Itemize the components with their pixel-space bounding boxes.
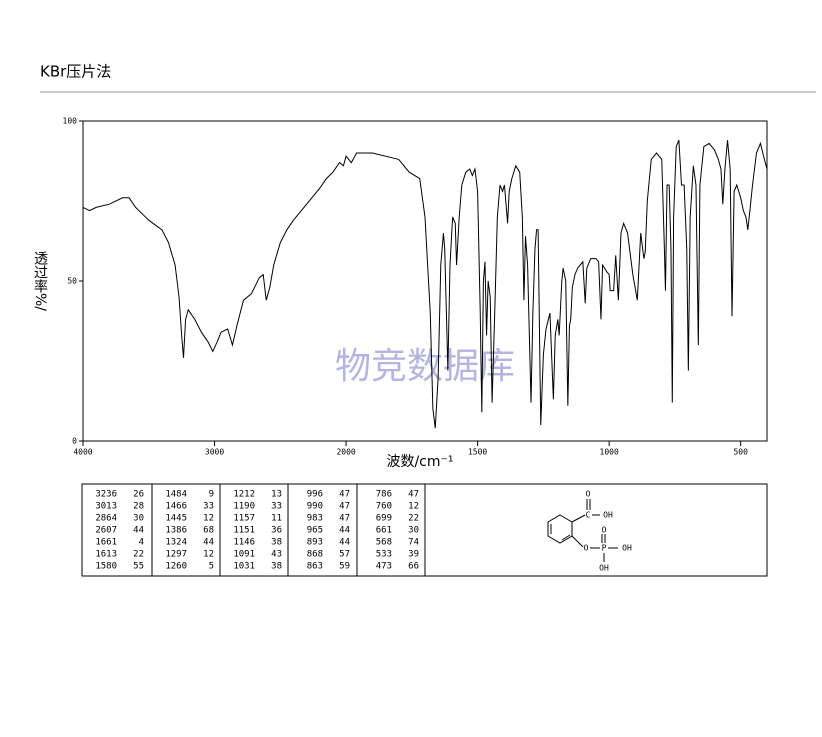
peak-wavenumber: 1190 xyxy=(233,502,255,512)
peak-wavenumber: 1484 xyxy=(165,490,187,500)
structure xyxy=(547,499,618,562)
peak-wavenumber: 1613 xyxy=(95,550,117,560)
peak-transmittance: 38 xyxy=(271,538,282,548)
peak-transmittance: 74 xyxy=(408,538,419,548)
peak-transmittance: 66 xyxy=(408,562,419,572)
peak-transmittance: 59 xyxy=(339,562,350,572)
peak-transmittance: 5 xyxy=(209,562,214,572)
peak-transmittance: 44 xyxy=(339,538,350,548)
peak-transmittance: 39 xyxy=(408,550,419,560)
atom-label: OH xyxy=(603,511,613,520)
atom-label: P xyxy=(602,544,607,553)
peak-transmittance: 13 xyxy=(271,490,282,500)
x-tick-label: 2000 xyxy=(336,448,355,457)
x-tick-label: 4000 xyxy=(73,448,92,457)
y-tick-label: 100 xyxy=(63,117,78,126)
peak-transmittance: 55 xyxy=(133,562,144,572)
bond xyxy=(571,535,584,548)
peak-wavenumber: 1297 xyxy=(165,550,187,560)
peak-wavenumber: 2864 xyxy=(95,514,117,524)
peak-wavenumber: 3013 xyxy=(95,502,117,512)
peak-wavenumber: 1260 xyxy=(165,562,187,572)
atom-label: OH xyxy=(622,544,632,553)
y-axis-label: 透过率%/ xyxy=(32,251,48,311)
peak-wavenumber: 863 xyxy=(307,562,323,572)
peak-transmittance: 47 xyxy=(339,502,350,512)
atom-label: O xyxy=(584,544,589,553)
x-axis-label: 波数/cm⁻¹ xyxy=(386,454,453,470)
peak-wavenumber: 473 xyxy=(376,562,392,572)
peak-transmittance: 9 xyxy=(209,490,214,500)
peak-wavenumber: 996 xyxy=(307,490,323,500)
peak-transmittance: 36 xyxy=(271,526,282,536)
peak-wavenumber: 1466 xyxy=(165,502,187,512)
peak-transmittance: 57 xyxy=(339,550,350,560)
y-tick-label: 50 xyxy=(67,277,77,286)
peak-wavenumber: 760 xyxy=(376,502,392,512)
peak-wavenumber: 1386 xyxy=(165,526,187,536)
peak-transmittance: 30 xyxy=(408,526,419,536)
peak-transmittance: 26 xyxy=(133,490,144,500)
atom-label: OH xyxy=(599,564,609,573)
peak-transmittance: 12 xyxy=(203,550,214,560)
peak-wavenumber: 1324 xyxy=(165,538,187,548)
peak-transmittance: 11 xyxy=(271,514,282,524)
peak-transmittance: 44 xyxy=(203,538,214,548)
peak-wavenumber: 990 xyxy=(307,502,323,512)
y-tick-label: 0 xyxy=(72,437,77,446)
spectrum-line xyxy=(82,140,768,429)
peak-wavenumber: 1151 xyxy=(233,526,255,536)
peak-wavenumber: 1580 xyxy=(95,562,117,572)
peak-wavenumber: 1091 xyxy=(233,550,255,560)
x-tick-label: 3000 xyxy=(205,448,224,457)
watermark: 物竞数据库 xyxy=(335,346,515,387)
peak-transmittance: 30 xyxy=(133,514,144,524)
atom-label: O xyxy=(602,526,607,535)
peak-wavenumber: 1445 xyxy=(165,514,187,524)
peak-wavenumber: 1146 xyxy=(233,538,255,548)
peak-transmittance: 33 xyxy=(271,502,282,512)
page-title: KBr压片法 xyxy=(40,63,111,81)
x-tick-label: 500 xyxy=(733,448,748,457)
peak-wavenumber: 1157 xyxy=(233,514,255,524)
peak-wavenumber: 1212 xyxy=(233,490,255,500)
peak-wavenumber: 533 xyxy=(376,550,392,560)
peak-transmittance: 68 xyxy=(203,526,214,536)
peak-transmittance: 22 xyxy=(408,514,419,524)
peak-wavenumber: 786 xyxy=(376,490,392,500)
peak-transmittance: 28 xyxy=(133,502,144,512)
peak-wavenumber: 699 xyxy=(376,514,392,524)
peak-transmittance: 38 xyxy=(271,562,282,572)
atom-label: O xyxy=(586,490,591,499)
peak-wavenumber: 1661 xyxy=(95,538,117,548)
peak-transmittance: 47 xyxy=(408,490,419,500)
peak-wavenumber: 3236 xyxy=(95,490,117,500)
x-tick-label: 1500 xyxy=(468,448,487,457)
peak-wavenumber: 661 xyxy=(376,526,392,536)
peak-transmittance: 44 xyxy=(133,526,144,536)
peak-transmittance: 22 xyxy=(133,550,144,560)
peak-transmittance: 47 xyxy=(339,490,350,500)
peak-wavenumber: 983 xyxy=(307,514,323,524)
peak-wavenumber: 568 xyxy=(376,538,392,548)
atom-label: C xyxy=(586,511,591,520)
peak-transmittance: 12 xyxy=(203,514,214,524)
benzene-ring xyxy=(547,514,573,544)
plot-frame xyxy=(82,120,768,442)
peak-wavenumber: 893 xyxy=(307,538,323,548)
peak-transmittance: 47 xyxy=(339,514,350,524)
peak-transmittance: 12 xyxy=(408,502,419,512)
peak-transmittance: 43 xyxy=(271,550,282,560)
x-tick-label: 1000 xyxy=(600,448,619,457)
peak-wavenumber: 965 xyxy=(307,526,323,536)
bond xyxy=(571,514,586,523)
bond xyxy=(561,534,571,541)
peak-wavenumber: 1031 xyxy=(233,562,255,572)
peak-wavenumber: 2607 xyxy=(95,526,117,536)
peak-transmittance: 44 xyxy=(339,526,350,536)
peak-wavenumber: 868 xyxy=(307,550,323,560)
peak-transmittance: 33 xyxy=(203,502,214,512)
peak-transmittance: 4 xyxy=(139,538,144,548)
